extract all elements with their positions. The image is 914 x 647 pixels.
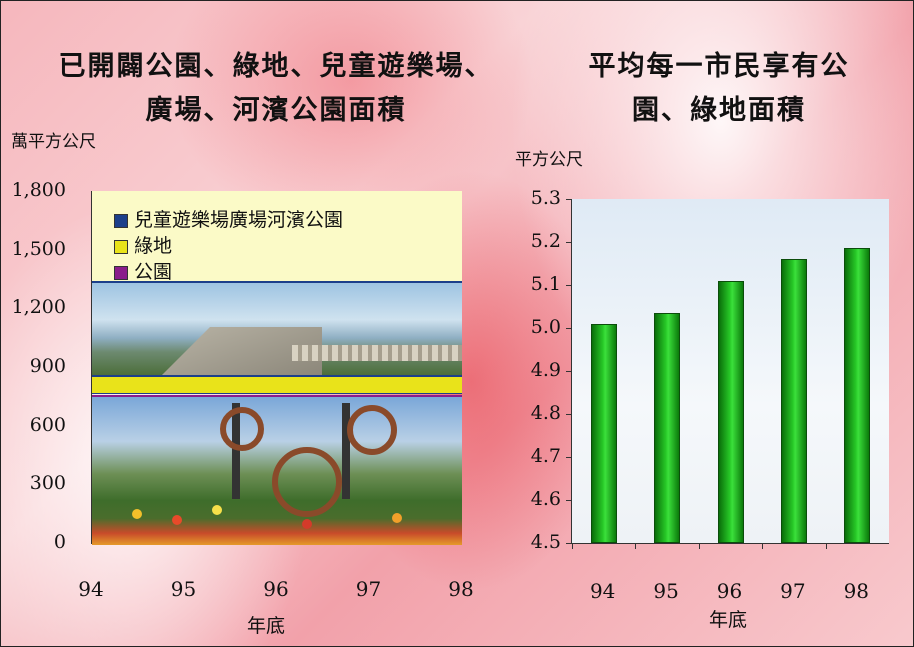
flower: [172, 515, 182, 525]
legend-swatch-playground: [114, 213, 128, 228]
bar-95: [654, 312, 681, 543]
riverside-rocks: [292, 345, 462, 361]
flower: [132, 509, 142, 519]
garden-post-2: [342, 403, 350, 499]
legend-swatch-park: [114, 265, 128, 280]
right-x-tick-label: 95: [653, 579, 679, 603]
legend-item-greenland: 綠地: [114, 231, 172, 258]
right-y-tick-label: 4.8: [530, 402, 561, 424]
left-y-tick-label: 1,500: [11, 237, 66, 260]
legend-item-park: 公園: [114, 257, 172, 284]
park-garden-photo: [92, 395, 462, 545]
right-y-tick-mark: [566, 242, 572, 243]
right-y-tick-mark: [566, 371, 572, 372]
right-x-tick-mark: [635, 543, 637, 549]
legend: 兒童遊樂場廣場河濱公園 綠地 公園: [92, 191, 462, 289]
riverside-park-photo: [92, 281, 462, 375]
right-y-tick-mark: [566, 199, 572, 200]
legend-label-park: 公園: [134, 261, 173, 283]
left-y-tick-label: 0: [53, 531, 66, 553]
left-x-tick-label: 98: [448, 577, 474, 601]
right-x-tick-mark: [698, 543, 700, 549]
right-y-tick-label: 4.7: [530, 445, 561, 467]
left-x-tick-label: 95: [170, 577, 197, 601]
left-chart-title: 已開闢公園、綠地、兒童遊樂場、 廣場、河濱公園面積: [31, 45, 521, 133]
right-y-tick-label: 5.3: [530, 187, 561, 209]
right-y-tick-label: 4.6: [530, 488, 561, 510]
bar-94: [590, 323, 617, 543]
right-title-line-1: 平均每一市民享有公: [588, 51, 850, 82]
right-y-unit: 平方公尺: [515, 150, 583, 170]
left-x-label: 年底: [247, 615, 286, 637]
wagon-wheel-2: [347, 405, 397, 455]
right-y-tick-label: 5.2: [530, 230, 561, 252]
right-plot-area: [566, 199, 889, 549]
right-y-tick-mark: [566, 543, 572, 544]
legend-swatch-greenland: [114, 239, 128, 254]
garden-post-1: [232, 403, 240, 499]
left-x-tick-label: 94: [78, 577, 104, 601]
right-title-line-2: 園、綠地面積: [632, 95, 806, 126]
right-y-tick-mark: [566, 285, 572, 286]
right-y-tick-mark: [566, 500, 572, 501]
flower: [212, 505, 222, 515]
right-x-tick-label: 96: [716, 579, 743, 603]
right-y-tick-mark: [566, 328, 572, 329]
right-x-tick-mark: [825, 543, 827, 549]
legend-item-playground: 兒童遊樂場廣場河濱公園: [114, 205, 343, 232]
right-y-tick-mark: [566, 457, 572, 458]
left-y-tick-label: 300: [29, 472, 66, 495]
left-y-tick-label: 1,200: [11, 296, 66, 319]
flower: [302, 519, 312, 529]
bar-96: [717, 280, 744, 543]
bar-97: [780, 259, 807, 543]
greenland-area-band: [92, 375, 462, 394]
wagon-wheel-3: [220, 407, 264, 451]
left-y-tick-label: 900: [29, 355, 66, 377]
left-title-line-1: 已開闢公園、綠地、兒童遊樂場、: [58, 51, 494, 82]
left-y-tick-label: 600: [29, 413, 66, 436]
right-y-tick-mark: [566, 414, 572, 415]
left-plot-area: 兒童遊樂場廣場河濱公園 綠地 公園: [91, 191, 462, 545]
right-x-tick-label: 98: [843, 579, 870, 603]
right-x-label: 年底: [709, 609, 748, 631]
wagon-wheel-1: [272, 447, 342, 517]
right-y-tick-label: 5.1: [530, 273, 561, 295]
legend-label-playground: 兒童遊樂場廣場河濱公園: [134, 209, 344, 231]
left-x-tick-label: 97: [355, 577, 382, 601]
bar-98: [844, 248, 871, 543]
left-x-tick-label: 96: [263, 577, 289, 601]
right-chart-title: 平均每一市民享有公 園、綠地面積: [549, 45, 889, 133]
right-x-tick-label: 94: [589, 579, 616, 603]
legend-label-greenland: 綠地: [134, 235, 173, 257]
left-y-unit: 萬平方公尺: [11, 132, 96, 152]
flower: [392, 513, 402, 523]
right-x-tick-mark: [572, 543, 573, 549]
right-x-tick-mark: [762, 543, 764, 549]
left-y-tick-label: 1,800: [11, 179, 66, 201]
left-title-line-2: 廣場、河濱公園面積: [145, 95, 407, 126]
right-x-tick-label: 97: [780, 579, 806, 603]
right-y-tick-label: 4.5: [530, 531, 561, 553]
right-y-tick-label: 4.9: [530, 359, 561, 381]
right-y-tick-label: 5.0: [530, 316, 561, 338]
